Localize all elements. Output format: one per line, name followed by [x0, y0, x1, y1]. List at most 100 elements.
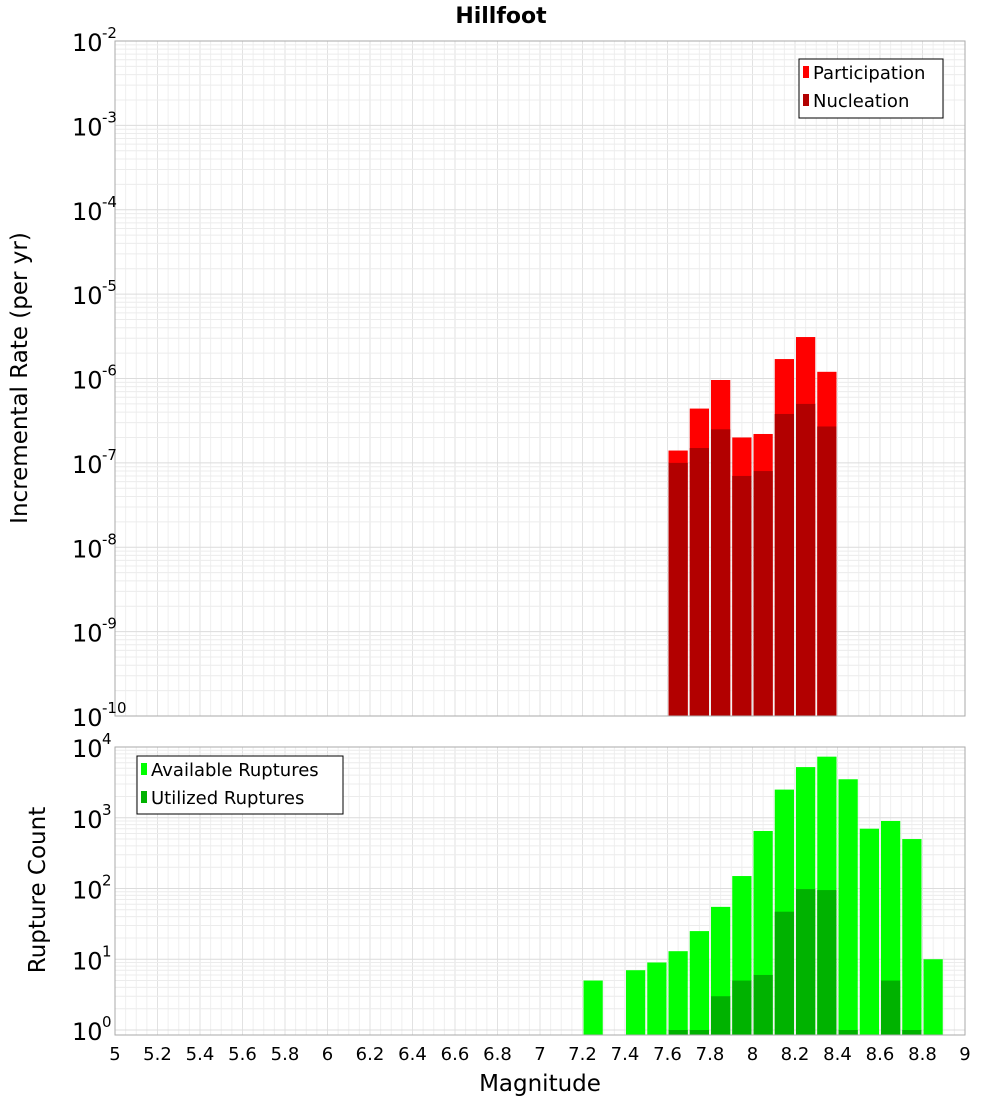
y-tick-exponent: -4 — [102, 193, 117, 211]
rate-bar-secondary — [711, 429, 731, 716]
rupture-bar-available — [838, 779, 858, 1035]
rate-bar-secondary — [796, 403, 816, 716]
rate-bar-secondary — [668, 462, 688, 716]
top-legend: Participation Nucleation — [798, 58, 944, 119]
x-tick-label: 7 — [534, 1044, 545, 1065]
y-tick-base: 10 — [72, 282, 103, 310]
rupture-bar-available — [859, 828, 879, 1035]
rupture-bar-available — [902, 839, 922, 1035]
top-plot-area: 10-210-310-410-510-610-710-810-910-10 — [72, 24, 966, 732]
rupture-bar-available — [647, 962, 667, 1035]
legend-entry: Available Ruptures — [151, 760, 319, 781]
rate-bar-secondary — [817, 426, 837, 716]
legend-swatch — [803, 66, 809, 78]
top-y-axis-label: Incremental Rate (per yr) — [7, 232, 33, 524]
y-tick-base: 10 — [72, 113, 103, 141]
rate-bar-secondary — [753, 471, 773, 716]
rate-bar-secondary — [732, 475, 752, 716]
x-tick-label: 7.4 — [611, 1044, 640, 1065]
legend-swatch — [141, 791, 147, 803]
y-tick-label: 10 -5 — [72, 277, 117, 310]
y-tick-base: 10 — [72, 451, 103, 479]
x-tick-label: 6.6 — [441, 1044, 470, 1065]
legend-swatch — [141, 763, 147, 775]
rupture-bar-utilized — [796, 889, 816, 1035]
y-tick-base: 10 — [72, 367, 103, 395]
chart-title: Hillfoot — [455, 4, 547, 29]
y-tick-exponent: 3 — [102, 801, 112, 819]
rupture-bar-utilized — [753, 974, 773, 1035]
y-tick-exponent: -3 — [102, 108, 117, 126]
legend-entry: Nucleation — [813, 91, 909, 112]
legend-box — [798, 58, 944, 119]
x-tick-label: 6 — [322, 1044, 333, 1065]
y-tick-exponent: 1 — [102, 942, 112, 960]
x-tick-label: 8.6 — [866, 1044, 895, 1065]
rupture-bar-utilized — [732, 980, 752, 1035]
y-tick-exponent: -10 — [102, 699, 127, 717]
y-tick-exponent: -9 — [102, 615, 117, 633]
y-tick-base: 10 — [72, 1018, 103, 1046]
x-tick-label: 8.2 — [781, 1044, 810, 1065]
x-tick-label: 7.8 — [696, 1044, 725, 1065]
rupture-bar-utilized — [881, 980, 901, 1035]
x-tick-label: 6.4 — [398, 1044, 427, 1065]
x-tick-label: 7.6 — [653, 1044, 682, 1065]
rupture-bar-utilized — [668, 1030, 688, 1035]
y-tick-label: 10 -9 — [72, 615, 117, 648]
x-tick-label: 5.8 — [271, 1044, 300, 1065]
y-tick-label: 10 -4 — [72, 193, 117, 226]
x-tick-label: 8 — [747, 1044, 758, 1065]
x-tick-labels: 5 5.2 5.4 5.6 5.8 6 6.2 6.4 6.6 6.8 7 7.2 7.4 7.6 7.8 8… — [109, 1044, 970, 1065]
y-tick-label: 10 4 — [72, 730, 112, 763]
y-tick-label: 10 -7 — [72, 446, 117, 479]
x-tick-label: 5.6 — [228, 1044, 257, 1065]
x-tick-label: 8.8 — [908, 1044, 937, 1065]
y-tick-base: 10 — [72, 620, 103, 648]
rupture-bar-utilized — [774, 911, 794, 1035]
x-tick-label: 5.2 — [143, 1044, 172, 1065]
legend-entry: Participation — [813, 63, 925, 84]
y-tick-exponent: -2 — [102, 24, 117, 42]
x-axis-label: Magnitude — [479, 1071, 601, 1097]
x-tick-label: 9 — [959, 1044, 970, 1065]
rupture-bar-utilized — [838, 1030, 858, 1035]
y-tick-label: 10 -6 — [72, 362, 117, 395]
y-tick-base: 10 — [72, 947, 103, 975]
y-tick-base: 10 — [72, 535, 103, 563]
x-tick-label: 5 — [109, 1044, 120, 1065]
y-tick-base: 10 — [72, 29, 103, 57]
rupture-bar-available — [583, 980, 603, 1035]
y-tick-exponent: 0 — [102, 1013, 112, 1031]
legend-entry: Utilized Ruptures — [151, 788, 304, 809]
y-tick-base: 10 — [72, 704, 103, 732]
y-tick-exponent: -8 — [102, 530, 117, 548]
y-tick-base: 10 — [72, 735, 103, 763]
x-tick-label: 7.2 — [568, 1044, 597, 1065]
bottom-y-axis-label: Rupture Count — [25, 807, 51, 973]
rupture-bar-available — [923, 959, 943, 1035]
y-tick-base: 10 — [72, 877, 103, 905]
rupture-bar-utilized — [689, 1030, 709, 1035]
rate-bar-secondary — [774, 413, 794, 716]
y-tick-base: 10 — [72, 806, 103, 834]
legend-box — [136, 755, 344, 815]
y-tick-exponent: 2 — [102, 872, 112, 890]
y-tick-exponent: -5 — [102, 277, 117, 295]
rupture-bar-utilized — [711, 996, 731, 1035]
rate-bar-secondary — [689, 448, 709, 716]
bottom-legend: Available Ruptures Utilized Ruptures — [136, 755, 344, 815]
y-tick-exponent: -6 — [102, 362, 117, 380]
rupture-bar-available — [689, 931, 709, 1035]
y-tick-label: 10 0 — [72, 1013, 112, 1046]
x-tick-label: 6.8 — [483, 1044, 512, 1065]
x-tick-label: 6.2 — [356, 1044, 385, 1065]
rupture-bar-available — [668, 951, 688, 1035]
y-tick-label: 10 -10 — [72, 699, 127, 732]
x-tick-label: 8.4 — [823, 1044, 852, 1065]
x-tick-label: 5.4 — [186, 1044, 215, 1065]
y-tick-exponent: -7 — [102, 446, 117, 464]
y-tick-label: 10 3 — [72, 801, 112, 834]
y-tick-label: 10 1 — [72, 942, 112, 975]
